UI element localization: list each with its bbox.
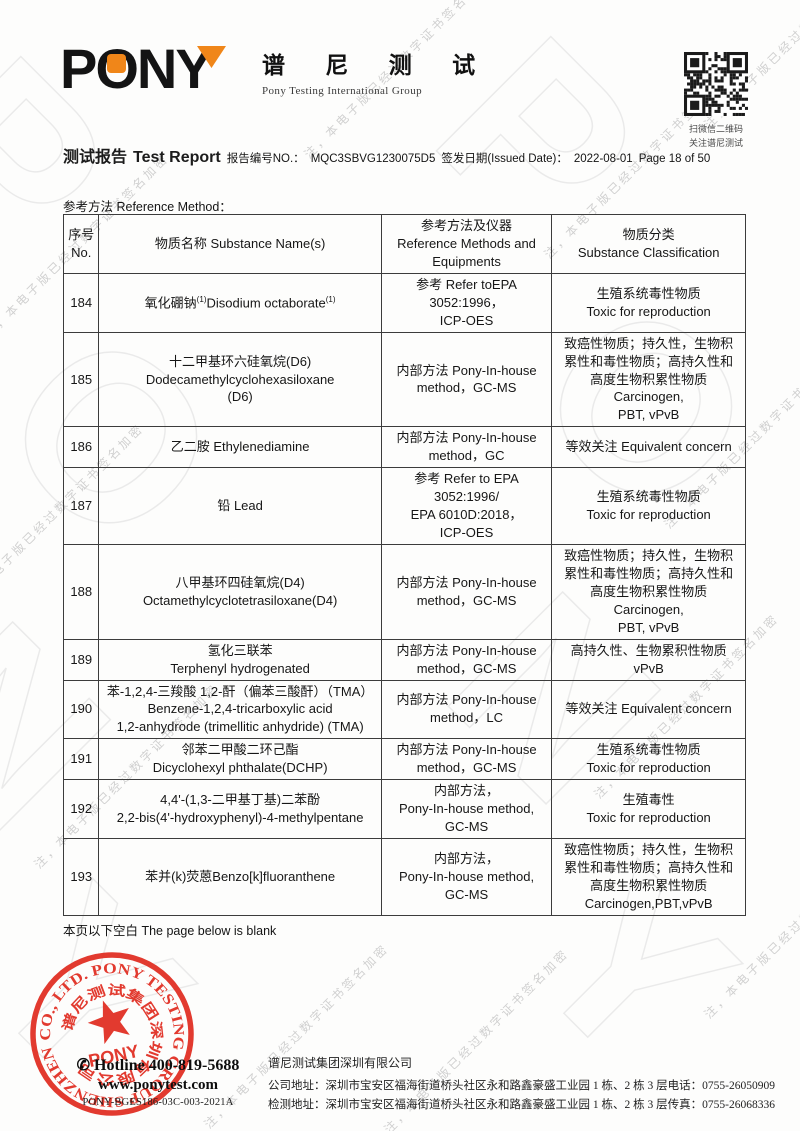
- company-address-row: 公司地址：深圳市宝安区福海街道桥头社区永和路鑫豪盛工业园 1 栋、2 栋 3 层…: [268, 1077, 775, 1096]
- header-logo: PONY 谱 尼 测 试 Pony Testing International …: [60, 38, 492, 100]
- cell-no: 190: [62, 679, 100, 740]
- qr-caption-line2: 关注谱尼测试: [688, 138, 743, 148]
- header-substance-name: 物质名称 Substance Name(s): [98, 214, 382, 274]
- testing-address-row: 检测地址：深圳市宝安区福海街道桥头社区永和路鑫豪盛工业园 1 栋、2 栋 3 层…: [268, 1096, 775, 1115]
- table-header-row: 序号 No. 物质名称 Substance Name(s) 参考方法及仪器 Refere…: [62, 214, 746, 274]
- company-stamp-seal: CO., LTD. PONY TESTING GROUP SHENZHEN 谱尼…: [30, 952, 194, 1117]
- header-no: 序号 No.: [62, 214, 100, 274]
- document-code: PONY-BGES186-03C-003-2021A: [82, 1097, 234, 1108]
- cell-method: 内部方法 Pony-In-house method，LC: [380, 679, 553, 740]
- hotline-number: Hotline 400-819-5688: [94, 1057, 240, 1074]
- brand-name-en: Pony Testing International Group: [262, 85, 422, 97]
- section-label-reference-method: 参考方法 Reference Method：: [63, 200, 232, 214]
- logo-orange-square: [107, 54, 126, 73]
- cell-classification: 致癌性物质；持久性，生物积 累性和毒性物质；高持久性和 高度生物积累性物质 Carci…: [551, 543, 746, 640]
- report-title-en: Test Report: [133, 149, 221, 166]
- phone-icon: ✆: [76, 1057, 91, 1074]
- wechat-qr-code-icon: [684, 52, 748, 116]
- cell-substance-name: 苯并(k)荧蒽Benzo[k]fluoranthene: [98, 838, 382, 916]
- company-info-block: 谱尼测试集团深圳有限公司 公司地址：深圳市宝安区福海街道桥头社区永和路鑫豪盛工业…: [268, 1054, 775, 1115]
- qr-caption-line1: 扫微信二维码: [688, 124, 743, 134]
- cell-substance-name: 氧化硼钠(1)Disodium octaborate(1): [98, 272, 382, 333]
- cell-no: 188: [62, 543, 100, 640]
- cell-classification: 生殖系统毒性物质 Toxic for reproduction: [551, 467, 746, 545]
- cell-method: 参考 Refer to EPA 3052:1996/EPA 6010D:2018，…: [380, 467, 553, 545]
- cell-no: 185: [62, 331, 100, 428]
- report-no-label: 报告编号NO.：: [226, 153, 305, 165]
- pony-wordmark: PONY: [60, 38, 212, 100]
- cell-method: 内部方法 Pony-In-house method，GC-MS: [380, 638, 553, 681]
- blank-page-note: 本页以下空白 The page below is blank: [63, 923, 277, 938]
- cell-no: 189: [62, 638, 100, 681]
- cell-no: 184: [62, 272, 100, 333]
- stamp-outer-ring: [30, 952, 194, 1116]
- phone-value: 0755-26050909: [702, 1080, 775, 1092]
- cell-substance-name: 苯-1,2,4-三羧酸 1,2-酐（偏苯三酸酐）（TMA） Benzene-1,2…: [98, 679, 382, 740]
- table-row: 187 铅 Lead 参考 Refer to EPA 3052:1996/EPA 60…: [62, 467, 746, 545]
- report-title-zh: 测试报告: [63, 149, 128, 166]
- cell-substance-name: 氢化三联苯 Terphenyl hydrogenated: [98, 638, 382, 681]
- cell-method: 内部方法 Pony-In-house method，GC-MS: [380, 331, 553, 428]
- report-no-value: MQC3SBVG1230075D5: [310, 153, 436, 165]
- address1-value: 深圳市宝安区福海街道桥头社区永和路鑫豪盛工业园 1 栋、2 栋 3 层: [325, 1080, 668, 1092]
- cell-no: 192: [62, 779, 100, 839]
- cell-classification: 生殖系统毒性物质 Toxic for reproduction: [551, 738, 746, 781]
- table-row: 188 八甲基环四硅氧烷(D4) Octamethylcyclotetrasilox…: [62, 543, 746, 640]
- cell-method: 内部方法 Pony-In-house method，GC-MS: [380, 543, 553, 640]
- header-classification: 物质分类 Substance Classification: [551, 214, 746, 274]
- cell-classification: 生殖系统毒性物质 Toxic for reproduction: [551, 272, 746, 333]
- table-row: 189 氢化三联苯 Terphenyl hydrogenated 内部方法 Pony-…: [62, 638, 746, 681]
- table-row: 185 十二甲基环六硅氧烷(D6) Dodecamethylcyclohexasil…: [62, 331, 746, 428]
- cell-substance-name: 十二甲基环六硅氧烷(D6) Dodecamethylcyclohexasiloxa…: [98, 331, 382, 428]
- cell-method: 内部方法 Pony-In-house method，GC-MS: [380, 738, 553, 781]
- stamp-star-icon: [87, 1000, 130, 1045]
- hotline-block: ✆ Hotline 400-819-5688 www.ponytest.com …: [58, 1055, 258, 1108]
- phone-label: 电话：: [667, 1080, 703, 1092]
- table-row: 193 苯并(k)荧蒽Benzo[k]fluoranthene 内部方法， Pony-…: [62, 838, 746, 916]
- cell-classification: 等效关注 Equivalent concern: [551, 426, 746, 469]
- issue-date-label: 签发日期(Issued Date)：: [441, 153, 568, 165]
- cell-classification: 高持久性、生物累积性物质 vPvB: [551, 638, 746, 681]
- website-url: www.ponytest.com: [98, 1077, 218, 1093]
- company-name: 谱尼测试集团深圳有限公司: [268, 1056, 413, 1070]
- logo-orange-triangle: [197, 46, 226, 68]
- cell-substance-name: 邻苯二甲酸二环己酯 Dicyclohexyl phthalate(DCHP): [98, 738, 382, 781]
- page-indicator: Page 18 of 50: [638, 153, 711, 165]
- cell-method: 内部方法， Pony-In-house method, GC-MS: [380, 838, 553, 916]
- brand-name-zh: 谱 尼 测 试: [262, 52, 493, 78]
- table-row: 184 氧化硼钠(1)Disodium octaborate(1) 参考 Refer…: [62, 272, 746, 333]
- cell-no: 191: [62, 738, 100, 781]
- table-row: 192 4,4'-(1,3-二甲基丁基)二苯酚 2,2-bis(4'-hydroxy…: [62, 779, 746, 839]
- cell-classification: 等效关注 Equivalent concern: [551, 679, 746, 740]
- header-reference-method: 参考方法及仪器 Reference Methods and Equipments: [380, 214, 553, 274]
- pony-logo-icon: PONY: [60, 38, 226, 100]
- cell-classification: 致癌性物质；持久性，生物积 累性和毒性物质；高持久性和 高度生物积累性物质 Carci…: [551, 331, 746, 428]
- fax-value: 0755-26068336: [702, 1099, 775, 1111]
- table-row: 191 邻苯二甲酸二环己酯 Dicyclohexyl phthalate(DCHP)…: [62, 738, 746, 781]
- cell-substance-name: 乙二胺 Ethylenediamine: [98, 426, 382, 469]
- cell-classification: 生殖毒性 Toxic for reproduction: [551, 779, 746, 839]
- cell-no: 186: [62, 426, 100, 469]
- address2-value: 深圳市宝安区福海街道桥头社区永和路鑫豪盛工业园 1 栋、2 栋 3 层: [325, 1099, 668, 1111]
- table-row: 186 乙二胺 Ethylenediamine 内部方法 Pony-In-house…: [62, 426, 746, 469]
- cell-substance-name: 4,4'-(1,3-二甲基丁基)二苯酚 2,2-bis(4'-hydroxyphe…: [98, 779, 382, 839]
- address2-label: 检测地址：: [268, 1099, 326, 1111]
- cell-substance-name: 八甲基环四硅氧烷(D4) Octamethylcyclotetrasiloxane…: [98, 543, 382, 640]
- fax-label: 传真：: [667, 1099, 703, 1111]
- cell-method: 内部方法， Pony-In-house method, GC-MS: [380, 779, 553, 839]
- cell-method: 内部方法 Pony-In-house method，GC: [380, 426, 553, 469]
- cell-no: 193: [62, 838, 100, 916]
- issue-date-value: 2022-08-01: [573, 153, 633, 165]
- reference-method-table: 序号 No. 物质名称 Substance Name(s) 参考方法及仪器 Refere…: [62, 214, 746, 916]
- address1-label: 公司地址：: [268, 1080, 326, 1092]
- table-row: 190 苯-1,2,4-三羧酸 1,2-酐（偏苯三酸酐）（TMA） Benzene-…: [62, 679, 746, 740]
- cell-substance-name: 铅 Lead: [98, 467, 382, 545]
- cell-classification: 致癌性物质；持久性，生物积 累性和毒性物质；高持久性和 高度生物积累性物质 Carci…: [551, 838, 746, 916]
- report-title-bar: 测试报告 Test Report 报告编号NO.： MQC3SBVG1230075D5…: [63, 143, 753, 167]
- qr-block: 扫微信二维码 关注谱尼测试: [681, 52, 751, 149]
- cell-method: 参考 Refer toEPA 3052:1996， ICP-OES: [380, 272, 553, 333]
- cell-no: 187: [62, 467, 100, 545]
